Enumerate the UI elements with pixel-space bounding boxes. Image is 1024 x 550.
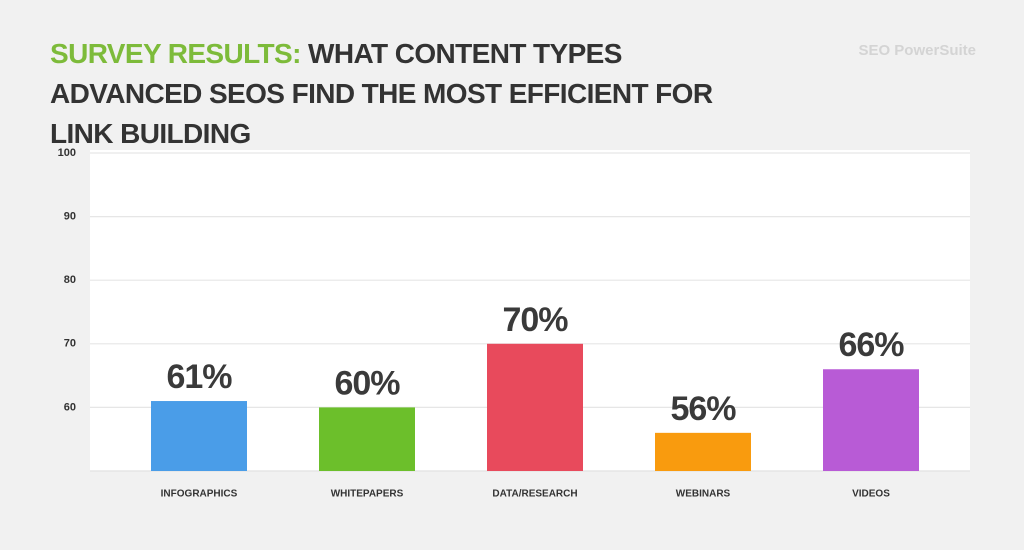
chart-title: SURVEY RESULTS: WHAT CONTENT TYPES ADVAN… [50,34,770,154]
title-text: WHAT CONTENT TYPES ADVANCED SEOS FIND TH… [50,38,713,149]
x-tick-label: WEBINARS [676,489,731,500]
bar [655,432,751,471]
bar [487,343,583,471]
value-label: 61% [166,358,232,396]
x-tick-label: WHITEPAPERS [331,489,404,500]
y-tick-label: 100 [58,147,76,159]
value-label: 66% [838,326,904,364]
y-tick-label: 60 [64,401,76,413]
x-tick-label: VIDEOS [852,489,890,500]
x-tick-label: DATA/RESEARCH [492,489,577,500]
value-label: 56% [670,390,736,428]
bar [319,407,415,471]
bar [823,369,919,471]
logo: SEO PowerSuite [858,42,976,59]
y-tick-label: 70 [64,338,76,350]
title-highlight: SURVEY RESULTS: [50,38,301,69]
y-tick-label: 80 [64,274,76,286]
value-label: 70% [502,301,568,339]
y-tick-label: 90 [64,211,76,223]
bar [151,401,247,471]
x-tick-label: INFOGRAPHICS [161,489,238,500]
value-label: 60% [334,364,400,402]
